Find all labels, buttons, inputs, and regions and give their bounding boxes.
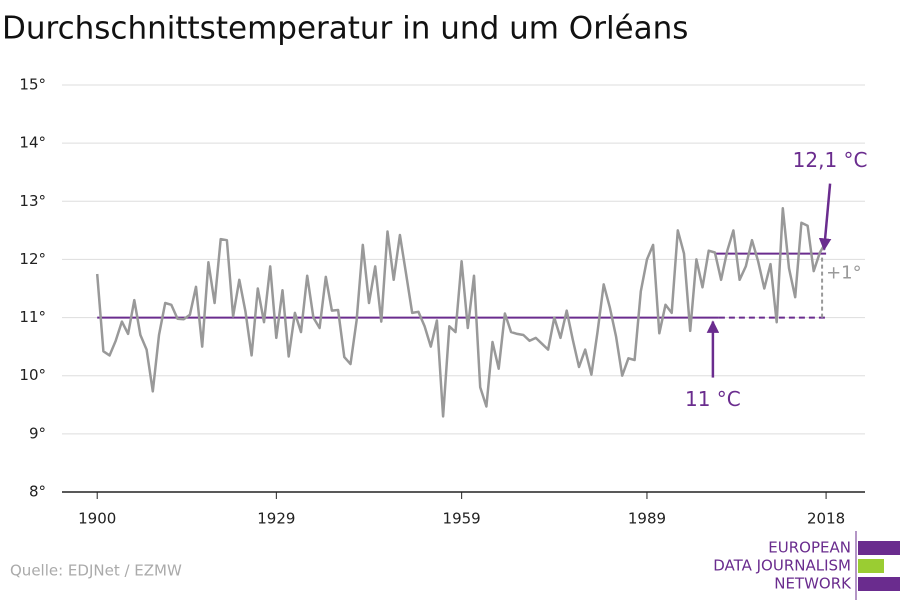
- logo-bar: [858, 559, 884, 573]
- x-tick-label: 1900: [78, 510, 116, 528]
- x-tick-label: 1959: [443, 510, 481, 528]
- line: [95, 207, 828, 418]
- chart-title: Durchschnittstemperatur in und um Orléan…: [2, 11, 688, 47]
- y-tick-label: 15°: [19, 76, 46, 94]
- y-tick-label: 12°: [19, 250, 46, 268]
- x-tick-label: 2018: [807, 510, 845, 528]
- y-tick-label: 11°: [19, 308, 46, 326]
- y-tick-label: 9°: [29, 424, 46, 442]
- logo-text: NETWORK: [774, 575, 852, 593]
- y-tick-label: 8°: [29, 483, 46, 501]
- logo-text: DATA JOURNALISM: [713, 557, 851, 575]
- y-tick-label: 13°: [19, 192, 46, 210]
- logo-bar: [858, 541, 900, 555]
- annotation-arrow: [818, 183, 832, 251]
- source: Quelle: EDJNet / EZMW: [10, 562, 182, 580]
- annotation-label: 11 °C: [685, 387, 741, 411]
- x-tick-label: 1929: [257, 510, 295, 528]
- logo-text: EUROPEAN: [768, 539, 851, 557]
- y-tick-label: 14°: [19, 134, 46, 152]
- annotation-label: 12,1 °C: [793, 148, 868, 172]
- logo: EUROPEAN DATA JOURNALISM NETWORK: [713, 531, 900, 600]
- logo-bar: [858, 577, 900, 591]
- x-tick-label: 1989: [628, 510, 666, 528]
- difference-label: +1°: [826, 263, 862, 284]
- y-tick-label: 10°: [19, 366, 46, 384]
